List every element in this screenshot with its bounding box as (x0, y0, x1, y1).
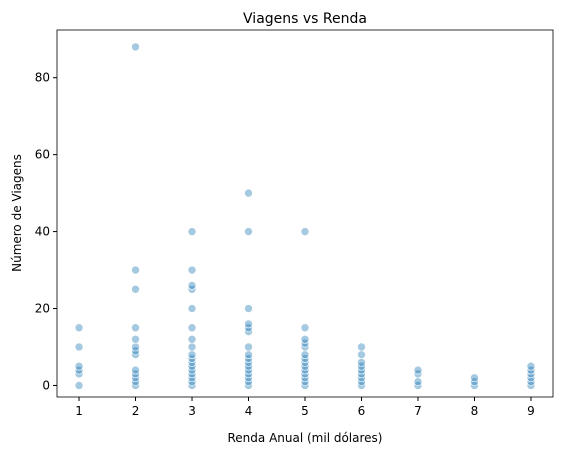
point (526, 361, 536, 371)
point (131, 323, 140, 333)
point (131, 334, 140, 344)
point (131, 284, 140, 294)
point (131, 265, 140, 275)
point (300, 334, 310, 344)
point (74, 323, 84, 333)
point (131, 42, 140, 52)
point (357, 350, 366, 359)
y-tick-label: 60 (35, 148, 50, 162)
point (413, 365, 423, 375)
x-axis-label: Renda Anual (mil dólares) (228, 431, 383, 445)
chart-title: Viagens vs Renda (243, 11, 367, 27)
point (244, 188, 253, 198)
x-tick-label: 9 (527, 404, 535, 418)
point (74, 342, 84, 352)
point (187, 334, 197, 344)
point (74, 381, 84, 390)
point (187, 304, 197, 313)
point (357, 358, 366, 367)
y-tick-label: 20 (35, 302, 50, 316)
x-tick-label: 1 (75, 404, 83, 418)
point (244, 342, 253, 352)
x-tick-label: 6 (358, 404, 366, 418)
plot-frame (56, 29, 554, 398)
point (74, 361, 84, 371)
point (244, 319, 253, 329)
y-tick-label: 40 (35, 225, 50, 239)
point (300, 350, 310, 359)
point (300, 323, 310, 333)
point (300, 227, 310, 236)
x-tick-label: 4 (245, 404, 253, 418)
point (187, 350, 197, 359)
point (131, 365, 140, 375)
point (131, 342, 140, 352)
y-tick-label: 0 (42, 378, 50, 392)
y-axis-label: Número de Viagens (10, 154, 24, 272)
point (187, 227, 197, 236)
point (187, 323, 197, 333)
point (187, 342, 197, 352)
x-tick-label: 8 (471, 404, 479, 418)
point (357, 342, 366, 352)
point (187, 281, 197, 290)
point (413, 377, 423, 386)
x-tick-label: 3 (188, 404, 196, 418)
x-tick-label: 5 (301, 404, 309, 418)
point (470, 373, 479, 383)
y-tick-label: 80 (35, 71, 50, 85)
point (244, 350, 253, 359)
x-tick-label: 7 (414, 404, 422, 418)
point (244, 304, 253, 313)
point (244, 227, 253, 236)
point (187, 265, 197, 275)
x-tick-label: 2 (132, 404, 140, 418)
